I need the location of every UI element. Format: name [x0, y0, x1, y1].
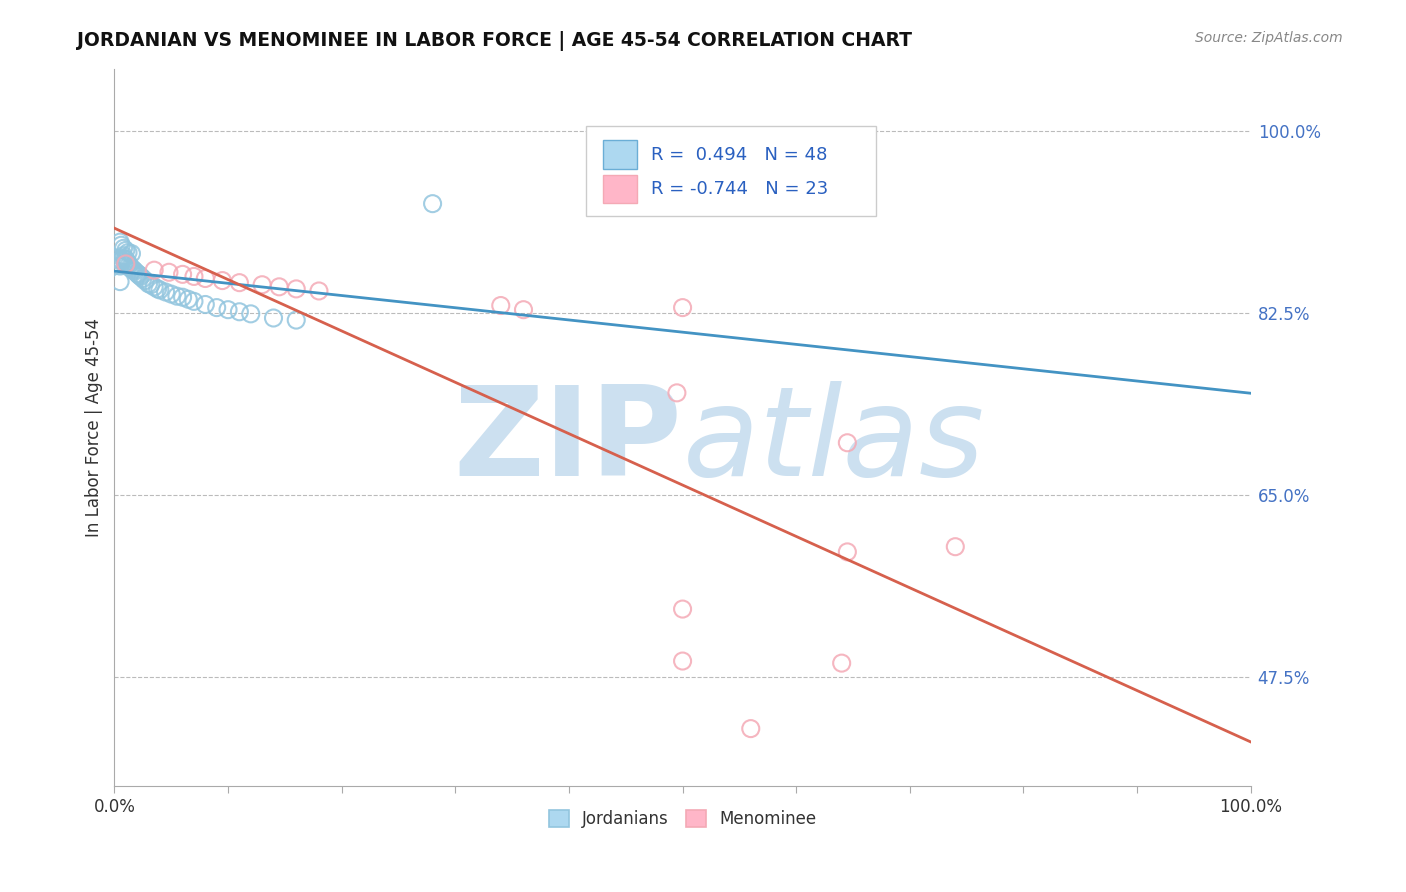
Point: [134, 274, 156, 288]
Point: [194, 297, 217, 311]
Point: [117, 245, 139, 260]
Point: [112, 249, 135, 263]
Point: [114, 257, 136, 271]
Point: [665, 385, 688, 400]
Point: [122, 263, 145, 277]
Point: [671, 654, 693, 668]
Point: [671, 602, 693, 616]
Point: [132, 271, 155, 285]
Point: [157, 265, 180, 279]
Legend: Jordanians, Menominee: Jordanians, Menominee: [543, 804, 823, 835]
FancyBboxPatch shape: [603, 175, 637, 203]
Point: [120, 246, 142, 260]
Point: [127, 266, 149, 280]
Point: [671, 301, 693, 315]
Point: [139, 277, 162, 292]
Point: [108, 275, 131, 289]
Point: [943, 540, 966, 554]
Point: [269, 280, 291, 294]
Point: [108, 235, 131, 249]
Point: [837, 435, 859, 450]
Point: [177, 293, 200, 307]
Point: [121, 262, 143, 277]
Point: [228, 276, 250, 290]
Point: [422, 196, 444, 211]
Text: JORDANIAN VS MENOMINEE IN LABOR FORCE | AGE 45-54 CORRELATION CHART: JORDANIAN VS MENOMINEE IN LABOR FORCE | …: [77, 31, 912, 51]
Point: [129, 269, 152, 284]
FancyBboxPatch shape: [603, 140, 637, 169]
Point: [118, 258, 141, 272]
Point: [160, 287, 183, 301]
Point: [124, 264, 146, 278]
Point: [114, 244, 136, 258]
Point: [128, 268, 150, 283]
Point: [194, 271, 217, 285]
Point: [110, 252, 132, 267]
Point: [166, 289, 188, 303]
Point: [110, 238, 132, 252]
Text: R = -0.744   N = 23: R = -0.744 N = 23: [651, 180, 828, 198]
Point: [115, 255, 138, 269]
Point: [127, 268, 149, 282]
Point: [138, 277, 160, 291]
Point: [117, 256, 139, 270]
Point: [205, 301, 228, 315]
Point: [120, 260, 142, 274]
Point: [183, 294, 205, 309]
Point: [172, 290, 194, 304]
Point: [217, 302, 239, 317]
FancyBboxPatch shape: [586, 126, 876, 216]
Point: [111, 251, 134, 265]
Point: [120, 261, 142, 276]
Point: [837, 545, 859, 559]
Point: [114, 257, 136, 271]
Point: [114, 252, 136, 267]
Point: [114, 252, 136, 266]
Point: [112, 241, 135, 255]
Text: atlas: atlas: [682, 381, 984, 502]
Text: Source: ZipAtlas.com: Source: ZipAtlas.com: [1195, 31, 1343, 45]
Point: [740, 722, 762, 736]
Point: [831, 656, 853, 670]
Point: [172, 268, 194, 282]
Point: [155, 285, 177, 299]
Point: [143, 263, 166, 277]
Y-axis label: In Labor Force | Age 45-54: In Labor Force | Age 45-54: [86, 318, 103, 537]
Point: [239, 307, 262, 321]
Text: ZIP: ZIP: [454, 381, 682, 502]
Point: [149, 283, 172, 297]
Point: [108, 253, 131, 268]
Text: R =  0.494   N = 48: R = 0.494 N = 48: [651, 145, 827, 163]
Point: [228, 305, 250, 319]
Point: [285, 282, 308, 296]
Point: [308, 284, 330, 298]
Point: [143, 280, 166, 294]
Point: [285, 313, 308, 327]
Point: [489, 299, 512, 313]
Point: [211, 274, 233, 288]
Point: [512, 302, 534, 317]
Point: [108, 259, 131, 273]
Point: [146, 282, 169, 296]
Point: [263, 311, 285, 326]
Point: [183, 269, 205, 284]
Point: [250, 277, 273, 292]
